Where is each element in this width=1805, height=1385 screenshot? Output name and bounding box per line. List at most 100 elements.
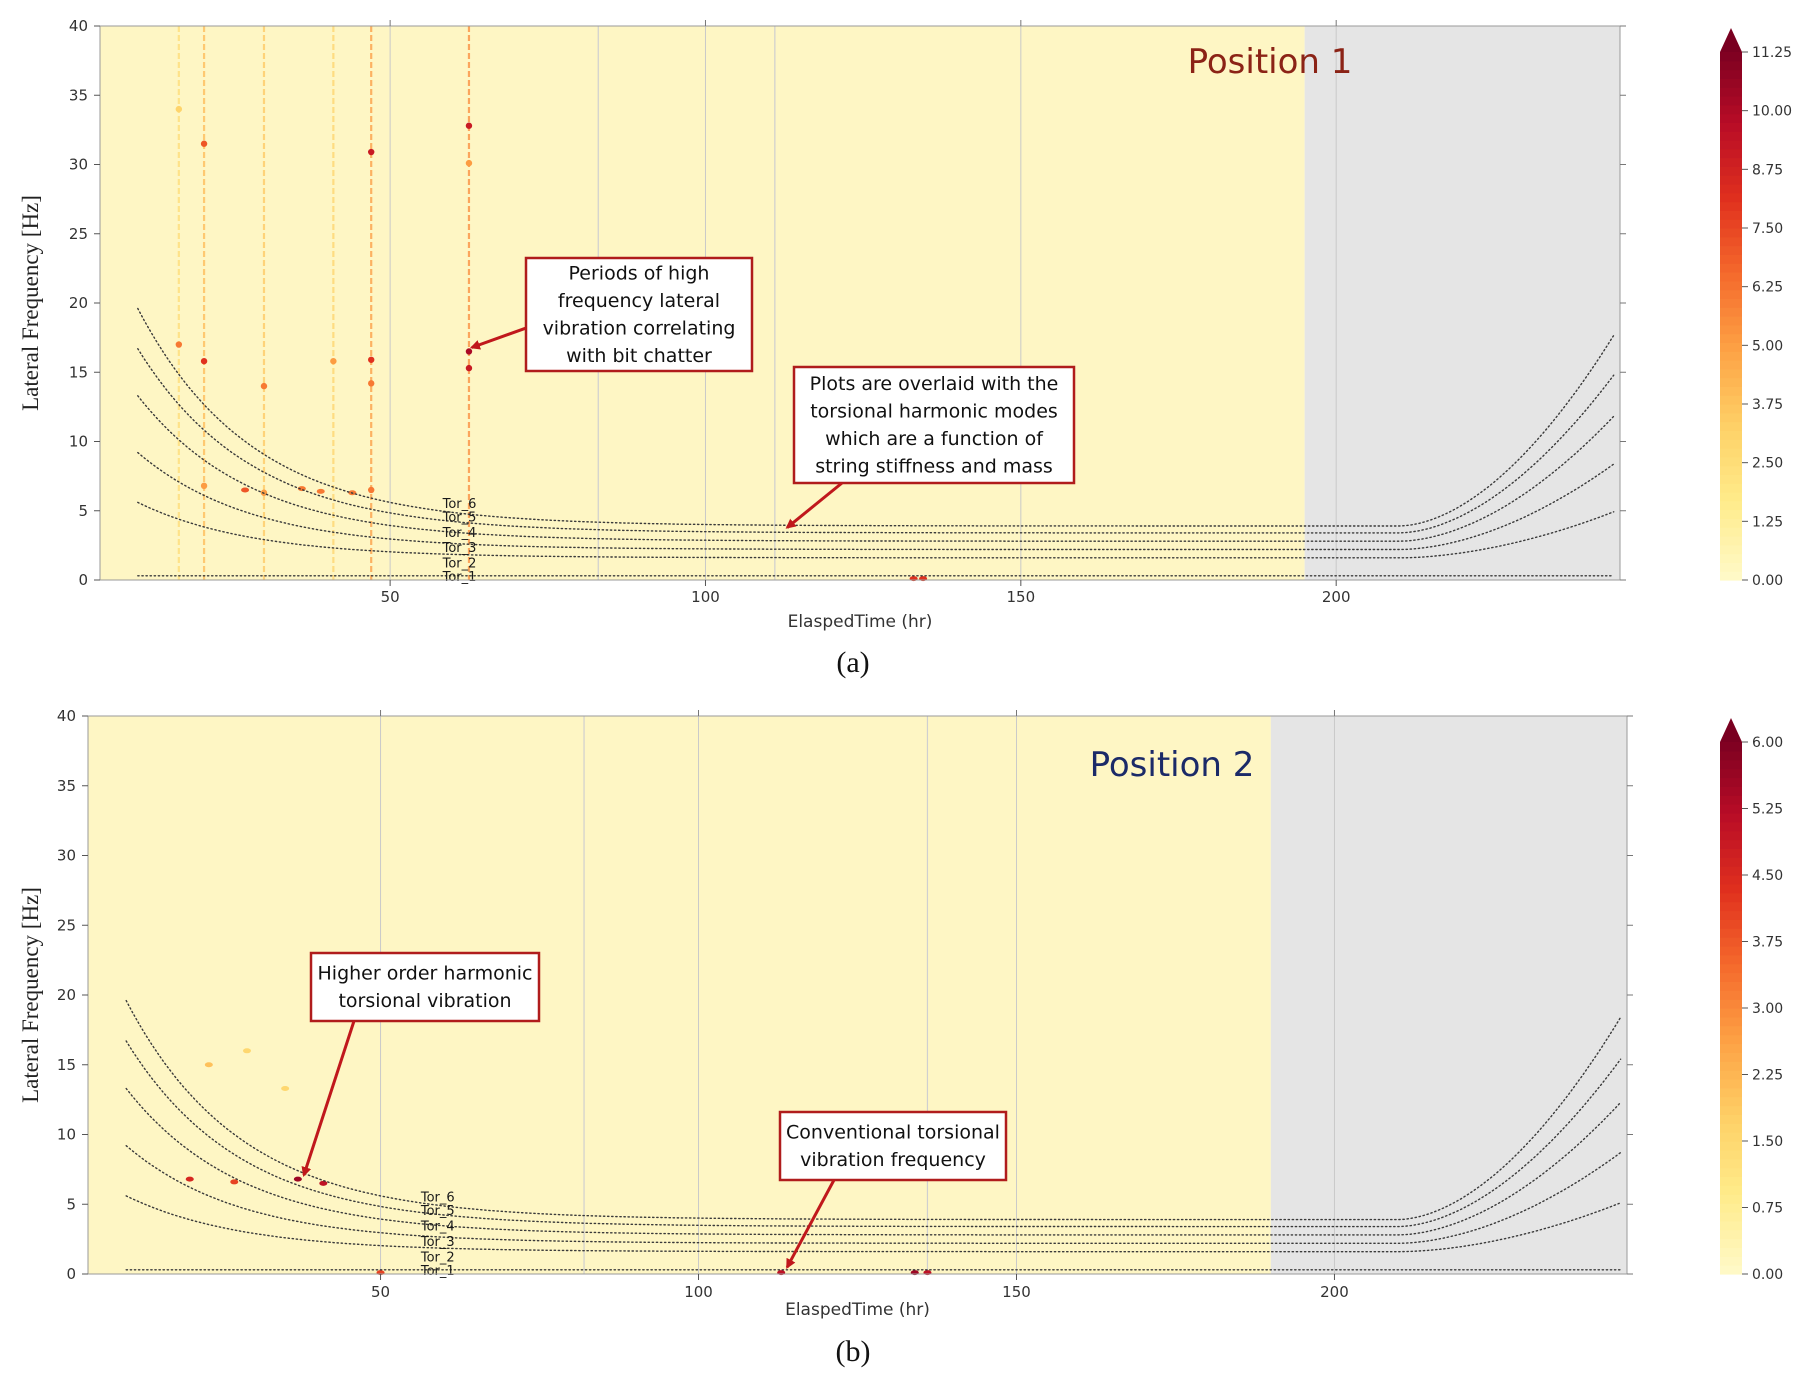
colorbar-segment bbox=[1720, 377, 1742, 387]
colorbar-tick-label: 2.50 bbox=[1752, 456, 1783, 472]
hot-spot bbox=[330, 357, 337, 365]
colorbar-segment bbox=[1720, 254, 1742, 264]
colorbar-segment bbox=[1720, 804, 1742, 814]
annotation-text: with bit chatter bbox=[566, 345, 712, 367]
colorbar-segment bbox=[1720, 742, 1742, 752]
colorbar-segment bbox=[1720, 245, 1742, 255]
panel-label: (b) bbox=[836, 1335, 871, 1368]
colorbar-segment bbox=[1720, 937, 1742, 947]
colorbar-segment bbox=[1720, 474, 1742, 484]
hot-spot bbox=[242, 1048, 251, 1054]
panel-label: (a) bbox=[836, 646, 869, 679]
colorbar-segment bbox=[1720, 404, 1742, 414]
colorbar-segment bbox=[1720, 360, 1742, 370]
colorbar-segment bbox=[1720, 263, 1742, 273]
colorbar-segment bbox=[1720, 857, 1742, 867]
chart-title: Position 2 bbox=[1090, 745, 1255, 785]
y-tick-label: 10 bbox=[57, 1126, 76, 1144]
colorbar-segment bbox=[1720, 342, 1742, 352]
torsional-mode-label: Tor_5 bbox=[420, 1204, 455, 1219]
colorbar-segment bbox=[1720, 839, 1742, 849]
hot-spot bbox=[465, 348, 473, 355]
colorbar-tick-label: 5.25 bbox=[1752, 802, 1783, 818]
colorbar-segment bbox=[1720, 883, 1742, 894]
colorbar-segment bbox=[1720, 421, 1742, 431]
hot-spot bbox=[465, 122, 473, 129]
colorbar-segment bbox=[1720, 901, 1742, 912]
colorbar-tick-label: 8.75 bbox=[1752, 162, 1783, 178]
no-data-region bbox=[1304, 26, 1620, 580]
torsional-mode-label: Tor_2 bbox=[442, 556, 477, 571]
colorbar-segment bbox=[1720, 919, 1742, 929]
y-tick-label: 40 bbox=[69, 17, 88, 35]
colorbar-segment bbox=[1720, 1052, 1742, 1062]
colorbar-segment bbox=[1720, 990, 1742, 1000]
colorbar-segment bbox=[1720, 875, 1742, 885]
hot-spot bbox=[204, 1062, 213, 1068]
torsional-mode-curve bbox=[125, 1087, 1622, 1236]
colorbar-segment bbox=[1720, 821, 1742, 832]
chart-title: Position 1 bbox=[1188, 42, 1353, 82]
annotation-callout: Periods of high frequency lateral vibratio… bbox=[469, 256, 754, 373]
colorbar-segment bbox=[1720, 228, 1742, 238]
colorbar-segment bbox=[1720, 1087, 1742, 1098]
torsional-mode-label: Tor_5 bbox=[442, 511, 477, 526]
torsional-mode-curve bbox=[125, 1195, 1622, 1253]
colorbar-segment bbox=[1720, 848, 1742, 858]
colorbar-segment bbox=[1720, 272, 1742, 282]
y-tick-label: 35 bbox=[69, 86, 88, 104]
colorbar-segment bbox=[1720, 1016, 1742, 1027]
annotation-arrow bbox=[785, 481, 843, 529]
colorbar-segment bbox=[1720, 1114, 1742, 1124]
annotation-text: which are a function of bbox=[825, 428, 1044, 450]
x-tick-label: 200 bbox=[1320, 1283, 1349, 1301]
colorbar-segment bbox=[1720, 1149, 1742, 1160]
colorbar-segment bbox=[1720, 52, 1742, 62]
x-tick-label: 200 bbox=[1322, 588, 1351, 606]
x-axis-label: ElaspedTime (hr) bbox=[788, 612, 933, 632]
colorbar-segment bbox=[1720, 395, 1742, 405]
colorbar-segment bbox=[1720, 192, 1742, 203]
colorbar-segment bbox=[1720, 333, 1742, 343]
colorbar-tick-label: 6.00 bbox=[1752, 735, 1783, 751]
torsional-mode-label: Tor_4 bbox=[420, 1220, 455, 1235]
colorbar-segment bbox=[1720, 1132, 1742, 1142]
no-data-region bbox=[1270, 716, 1627, 1274]
torsional-mode-label: Tor_2 bbox=[420, 1250, 455, 1265]
hot-spot bbox=[260, 382, 268, 390]
y-tick-label: 0 bbox=[78, 571, 88, 589]
colorbar-segment bbox=[1720, 544, 1742, 555]
colorbar-tick-label: 10.00 bbox=[1752, 104, 1792, 120]
colorbar-tick-label: 3.75 bbox=[1752, 935, 1783, 951]
colorbar-extend-arrow bbox=[1720, 28, 1742, 52]
annotation-box bbox=[524, 256, 754, 373]
torsional-mode-curve bbox=[125, 999, 1622, 1221]
colorbar-segment bbox=[1720, 456, 1742, 467]
colorbar-segment bbox=[1720, 1123, 1742, 1133]
colorbar-segment bbox=[1720, 830, 1742, 841]
y-tick-label: 25 bbox=[69, 225, 88, 243]
annotation-box bbox=[309, 951, 541, 1023]
hot-spot bbox=[230, 1179, 239, 1185]
colorbar-segment bbox=[1720, 777, 1742, 787]
colorbar-tick-label: 6.25 bbox=[1752, 280, 1783, 296]
colorbar-segment bbox=[1720, 166, 1742, 176]
hot-spot bbox=[293, 1176, 302, 1182]
annotation-text: frequency lateral bbox=[558, 290, 720, 312]
colorbar-segment bbox=[1720, 236, 1742, 247]
torsional-mode-label: Tor_3 bbox=[420, 1235, 455, 1250]
y-tick-label: 30 bbox=[57, 847, 76, 865]
colorbar-segment bbox=[1720, 1141, 1742, 1151]
hot-spot bbox=[368, 356, 375, 363]
colorbar-tick-label: 7.50 bbox=[1752, 221, 1783, 237]
y-tick-label: 20 bbox=[69, 294, 88, 312]
colorbar-segment bbox=[1720, 945, 1742, 956]
colorbar-segment bbox=[1720, 96, 1742, 106]
hot-spot bbox=[281, 1085, 290, 1091]
hot-spot bbox=[200, 482, 208, 490]
colorbar-segment bbox=[1720, 981, 1742, 991]
y-tick-label: 0 bbox=[66, 1265, 76, 1283]
colorbar-segment bbox=[1720, 963, 1742, 974]
